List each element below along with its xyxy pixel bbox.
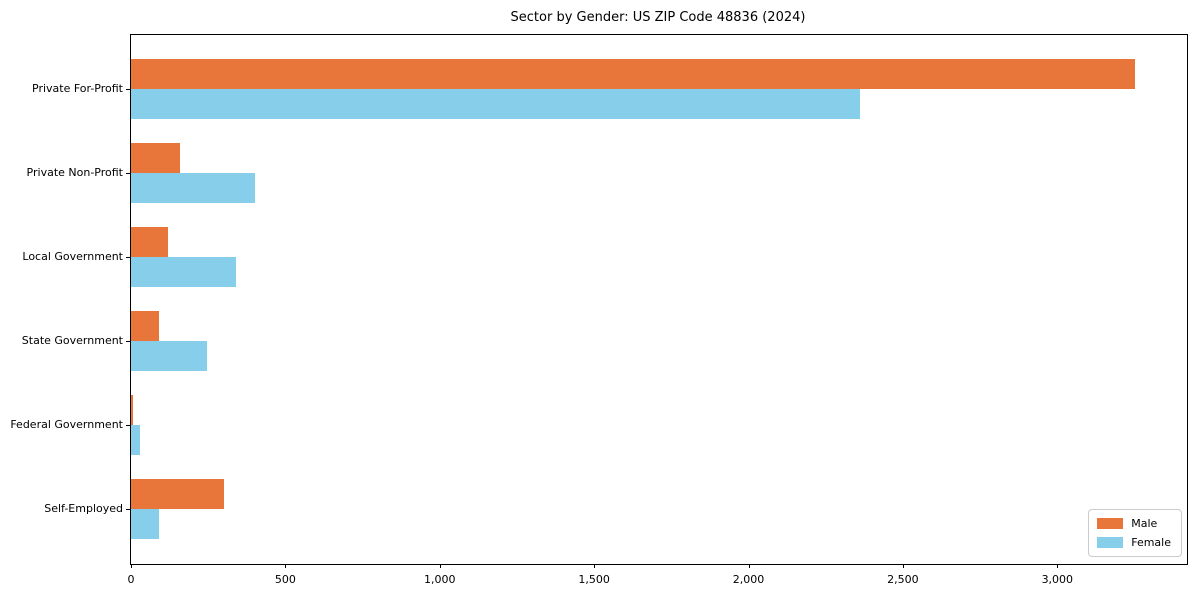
y-tick-mark bbox=[126, 341, 130, 342]
legend: Male Female bbox=[1088, 509, 1182, 557]
x-axis-label: 1,500 bbox=[578, 573, 610, 586]
legend-label-female: Female bbox=[1131, 536, 1171, 549]
x-axis-label: 1,000 bbox=[424, 573, 456, 586]
y-axis-label: State Government bbox=[21, 334, 123, 347]
y-axis-label: Local Government bbox=[22, 250, 123, 263]
x-tick-mark bbox=[902, 564, 904, 568]
x-axis-label: 3,000 bbox=[1041, 573, 1074, 586]
x-tick-mark bbox=[285, 564, 287, 568]
bar-male-2 bbox=[131, 143, 181, 173]
y-axis-label: Self-Employed bbox=[44, 502, 123, 515]
bar-female-5 bbox=[131, 425, 141, 455]
y-axis-label: Private Non-Profit bbox=[26, 166, 123, 179]
y-tick-mark bbox=[126, 257, 130, 258]
y-tick-mark bbox=[126, 89, 130, 90]
bar-male-5 bbox=[131, 395, 133, 425]
legend-swatch-male-icon bbox=[1097, 518, 1124, 529]
bar-female-2 bbox=[131, 173, 255, 203]
x-tick-mark bbox=[594, 564, 596, 568]
x-tick-mark bbox=[1057, 564, 1059, 568]
x-axis-label: 2,000 bbox=[732, 573, 765, 586]
bar-female-3 bbox=[131, 257, 236, 287]
plot-area: Private For-Profit Private Non-Profit Loca… bbox=[10, 34, 1188, 586]
bar-male-4 bbox=[131, 311, 159, 341]
legend-item-female: Female bbox=[1097, 536, 1171, 549]
legend-swatch-female-icon bbox=[1097, 537, 1124, 548]
x-tick-mark bbox=[748, 564, 750, 568]
y-axis-label: Federal Government bbox=[10, 418, 123, 431]
bar-female-4 bbox=[131, 341, 207, 371]
x-axis-label: 2,500 bbox=[887, 573, 919, 586]
bar-male-1 bbox=[131, 59, 1135, 89]
chart-title: Sector by Gender: US ZIP Code 48836 (202… bbox=[510, 10, 806, 25]
x-axis-label: 500 bbox=[274, 573, 296, 586]
y-tick-mark bbox=[126, 173, 130, 174]
legend-label-male: Male bbox=[1131, 517, 1158, 530]
bar-female-1 bbox=[131, 89, 860, 119]
x-axis-label: 0 bbox=[127, 573, 135, 586]
legend-item-male: Male bbox=[1097, 517, 1171, 530]
x-tick-mark bbox=[439, 564, 441, 568]
bar-female-6 bbox=[131, 509, 159, 539]
x-tick-mark bbox=[131, 564, 132, 568]
bar-male-3 bbox=[131, 227, 169, 257]
y-tick-mark bbox=[126, 425, 130, 426]
y-tick-mark bbox=[126, 509, 130, 510]
y-axis-label: Private For-Profit bbox=[32, 82, 123, 95]
bar-male-6 bbox=[131, 479, 224, 509]
